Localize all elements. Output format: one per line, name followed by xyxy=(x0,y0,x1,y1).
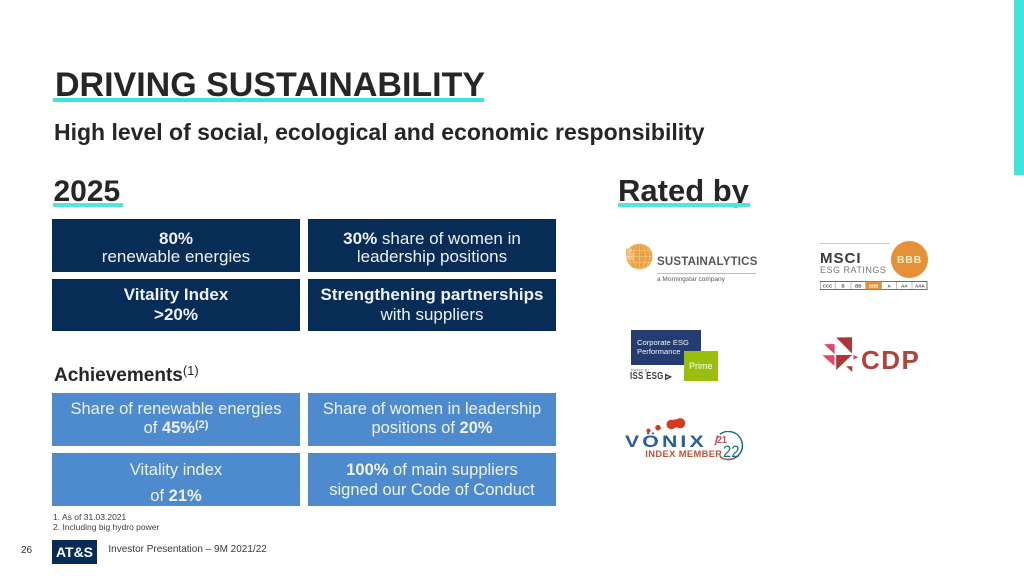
svg-text:CCC: CCC xyxy=(823,283,833,288)
svg-text:BB: BB xyxy=(855,283,861,288)
svg-text:A: A xyxy=(888,283,892,288)
svg-text:AA: AA xyxy=(901,283,908,288)
svg-text:AAA: AAA xyxy=(915,283,925,288)
svg-text:BBB: BBB xyxy=(869,283,879,288)
svg-text:RATED BY: RATED BY xyxy=(631,369,649,373)
svg-text:B: B xyxy=(842,283,845,288)
